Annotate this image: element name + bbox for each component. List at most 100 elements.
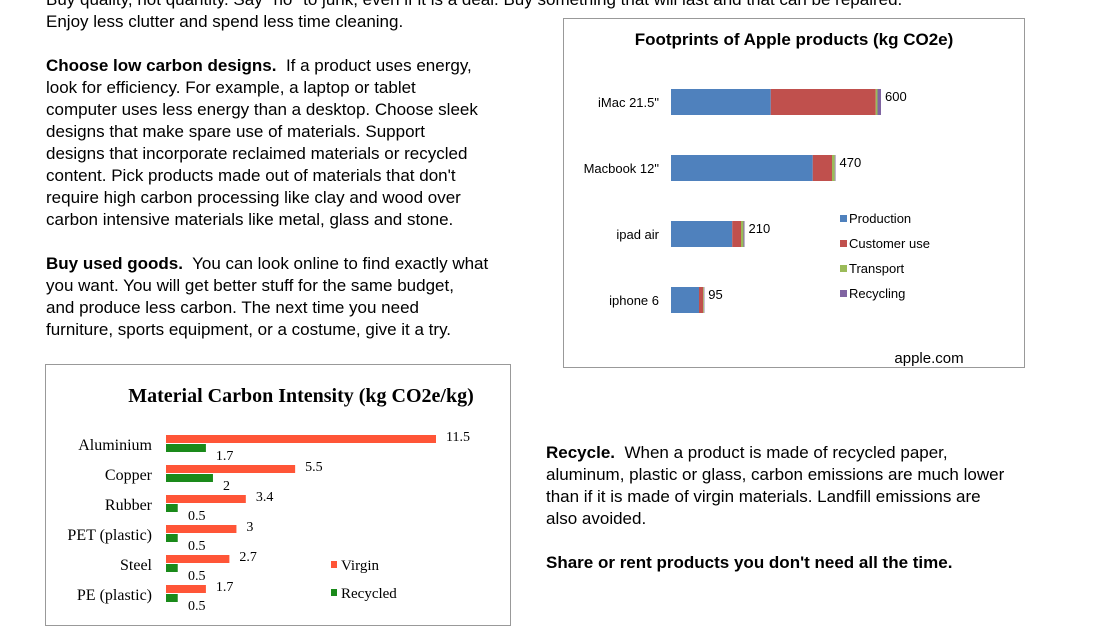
bar-virgin-rubber — [166, 495, 246, 503]
bar-recycling-imac-21-5 — [877, 89, 881, 115]
para-recycle-line: When a product is made of recycled paper… — [624, 443, 948, 462]
para-low-carbon-line: designs that incorporate reclaimed mater… — [46, 144, 468, 163]
para-recycle-line: than if it is made of virgin materials. … — [546, 487, 981, 506]
apple-chart-source: apple.com — [894, 350, 963, 367]
legend-swatch-transport — [840, 265, 847, 272]
para-low-carbon-line: computer uses less energy than a desktop… — [46, 100, 478, 119]
category-label-copper: Copper — [105, 467, 153, 484]
para-low-carbon-line: require high carbon processing like clay… — [46, 188, 461, 207]
category-label-steel: Steel — [120, 557, 153, 574]
value-label-virgin-pe-plastic: 1.7 — [216, 580, 234, 595]
category-label-ipad-air: ipad air — [616, 227, 659, 242]
bar-virgin-pe-plastic — [166, 585, 206, 593]
para-low-carbon: Choose low carbon designs. If a product … — [46, 55, 556, 231]
legend-label-virgin: Virgin — [341, 558, 379, 574]
total-label-iphone-6: 95 — [708, 287, 722, 302]
para-low-carbon-line: content. Pick products made out of mater… — [46, 166, 456, 185]
material-chart-svg: Material Carbon Intensity (kg CO2e/kg) A… — [67, 385, 474, 614]
top-line-partial: Buy quality, not quantity. Say "no" to j… — [46, 0, 1086, 11]
bar-virgin-aluminium — [166, 435, 436, 443]
legend-label-customer-use: Customer use — [849, 236, 930, 251]
value-label-recycled-steel: 0.5 — [188, 569, 206, 584]
apple-footprint-chart: Footprints of Apple products (kg CO2e) i… — [563, 18, 1025, 368]
bar-production-imac-21-5 — [671, 89, 771, 115]
bar-customer-use-iphone-6 — [699, 287, 704, 313]
para-recycle-heading: Recycle. — [546, 443, 615, 462]
bar-production-macbook-12 — [671, 155, 813, 181]
category-label-aluminium: Aluminium — [78, 437, 152, 454]
material-intensity-chart: Material Carbon Intensity (kg CO2e/kg) A… — [45, 364, 511, 626]
value-label-recycled-pet-plastic: 0.5 — [188, 539, 206, 554]
para-low-carbon-line: carbon intensive materials like metal, g… — [46, 210, 454, 229]
category-label-pet-plastic: PET (plastic) — [67, 527, 152, 544]
bar-recycling-ipad-air — [743, 221, 745, 247]
bar-transport-macbook-12 — [832, 155, 835, 181]
material-chart-title: Material Carbon Intensity (kg CO2e/kg) — [128, 385, 474, 407]
para-recycle: Recycle. When a product is made of recyc… — [546, 442, 1086, 530]
bar-recycled-rubber — [166, 504, 178, 512]
top-line-2: Enjoy less clutter and spend less time c… — [46, 12, 404, 31]
value-label-virgin-rubber: 3.4 — [256, 490, 274, 505]
bar-customer-use-macbook-12 — [812, 155, 832, 181]
legend-label-transport: Transport — [849, 261, 905, 276]
para-share-heading: Share or rent products you don't need al… — [546, 553, 953, 572]
bar-transport-iphone-6 — [703, 287, 704, 313]
apple-chart-svg: Footprints of Apple products (kg CO2e) i… — [584, 30, 964, 367]
bar-transport-ipad-air — [741, 221, 744, 247]
bar-recycling-iphone-6 — [703, 287, 705, 313]
bar-virgin-copper — [166, 465, 296, 473]
left-text-column: Choose low carbon designs. If a product … — [46, 55, 556, 341]
para-used-goods: Buy used goods. You can look online to f… — [46, 253, 556, 341]
value-label-virgin-copper: 5.5 — [305, 460, 323, 475]
category-label-iphone-6: iphone 6 — [609, 293, 659, 308]
bar-recycled-steel — [166, 564, 178, 572]
bar-customer-use-ipad-air — [732, 221, 741, 247]
bar-transport-imac-21-5 — [875, 89, 878, 115]
bar-virgin-steel — [166, 555, 230, 563]
value-label-recycled-aluminium: 1.7 — [216, 449, 234, 464]
total-label-imac-21-5: 600 — [885, 89, 907, 104]
para-used-line: and produce less carbon. The next time y… — [46, 298, 419, 317]
legend-label-production: Production — [849, 211, 911, 226]
category-label-rubber: Rubber — [105, 497, 153, 514]
bar-recycled-pe-plastic — [166, 594, 178, 602]
value-label-virgin-steel: 2.7 — [239, 550, 256, 565]
value-label-virgin-aluminium: 11.5 — [446, 430, 470, 445]
para-recycle-line: aluminum, plastic or glass, carbon emiss… — [546, 465, 1005, 484]
para-used-line: you want. You will get better stuff for … — [46, 276, 454, 295]
value-label-recycled-rubber: 0.5 — [188, 509, 206, 524]
bar-recycled-pet-plastic — [166, 534, 178, 542]
bar-recycling-macbook-12 — [834, 155, 836, 181]
bar-recycled-copper — [166, 474, 213, 482]
value-label-recycled-copper: 2 — [223, 479, 230, 494]
para-used-line: You can look online to find exactly what — [192, 254, 489, 273]
legend-swatch-recycling — [840, 290, 847, 297]
total-label-macbook-12: 470 — [840, 155, 862, 170]
total-label-ipad-air: 210 — [749, 221, 771, 236]
top-text: Buy quality, not quantity. Say "no" to j… — [46, 0, 1086, 33]
bar-production-ipad-air — [671, 221, 733, 247]
value-label-virgin-pet-plastic: 3 — [246, 520, 253, 535]
bar-customer-use-imac-21-5 — [770, 89, 876, 115]
legend-swatch-virgin — [331, 561, 337, 568]
para-low-carbon-line: designs that make spare use of materials… — [46, 122, 425, 141]
value-label-recycled-pe-plastic: 0.5 — [188, 599, 206, 614]
category-label-macbook-12: Macbook 12" — [584, 161, 660, 176]
para-share: Share or rent products you don't need al… — [546, 552, 1086, 574]
right-text-column: Recycle. When a product is made of recyc… — [546, 442, 1086, 574]
para-used-heading: Buy used goods. — [46, 254, 183, 273]
para-low-carbon-line: look for efficiency. For example, a lapt… — [46, 78, 416, 97]
bar-virgin-pet-plastic — [166, 525, 237, 533]
category-label-imac-21-5: iMac 21.5" — [598, 95, 659, 110]
para-recycle-line: also avoided. — [546, 509, 647, 528]
legend-label-recycled: Recycled — [341, 586, 397, 602]
category-label-pe-plastic: PE (plastic) — [77, 587, 152, 604]
bar-production-iphone-6 — [671, 287, 699, 313]
legend-swatch-production — [840, 215, 847, 222]
legend-swatch-customer-use — [840, 240, 847, 247]
legend-label-recycling: Recycling — [849, 286, 905, 301]
legend-swatch-recycled — [331, 589, 337, 596]
bar-recycled-aluminium — [166, 444, 206, 452]
para-low-carbon-line: If a product uses energy, — [285, 56, 472, 75]
apple-chart-title: Footprints of Apple products (kg CO2e) — [635, 30, 954, 49]
